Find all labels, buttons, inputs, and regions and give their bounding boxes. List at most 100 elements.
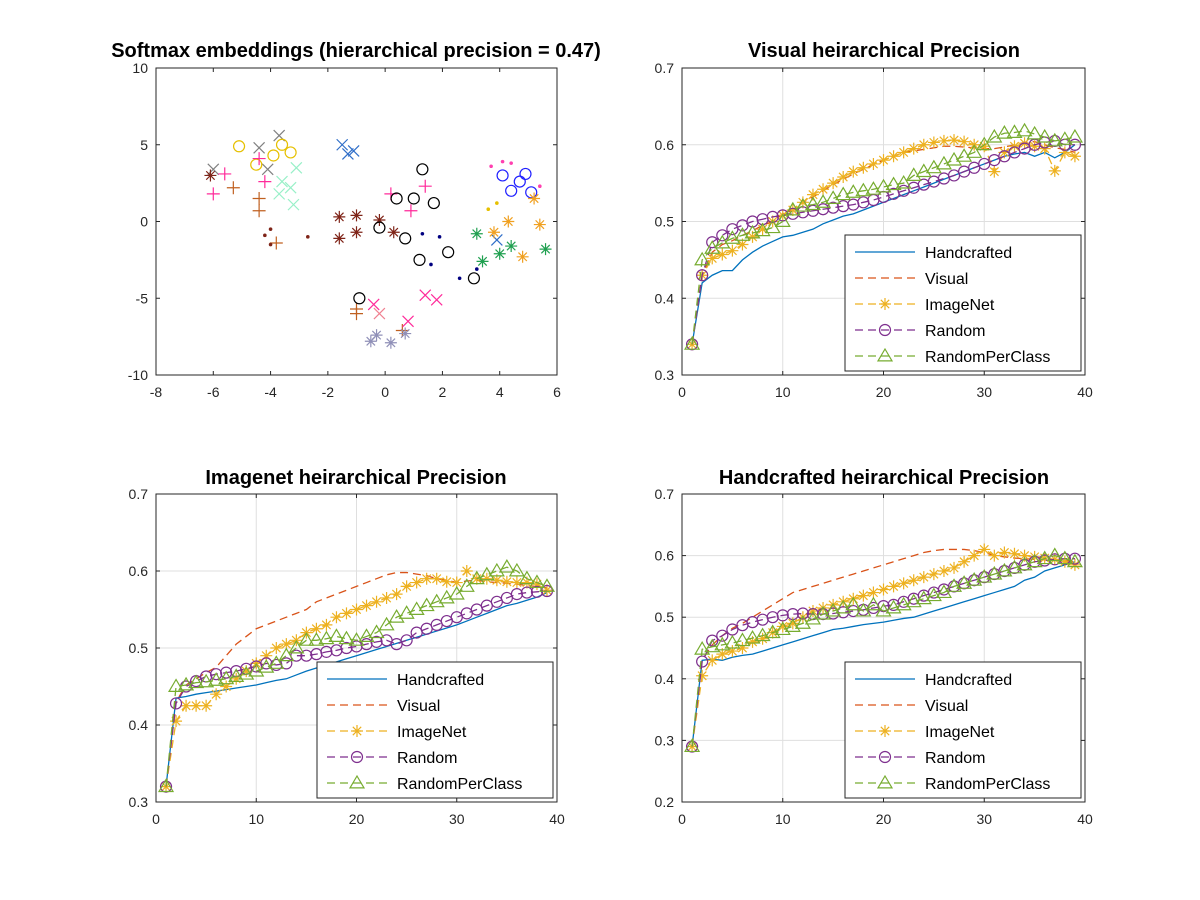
data-point: [180, 699, 193, 712]
scatter-point: [306, 235, 310, 239]
data-point: [696, 655, 709, 668]
scatter-point: [373, 213, 386, 226]
scatter-point: [268, 242, 273, 247]
data-point: [170, 715, 183, 728]
data-point: [460, 565, 473, 577]
data-point: [420, 572, 433, 585]
data-point: [804, 196, 822, 211]
data-point: [996, 125, 1013, 139]
legend-label: Handcrafted: [925, 245, 1012, 262]
data-point: [976, 568, 993, 583]
data-point: [784, 618, 801, 632]
data-point: [998, 146, 1011, 159]
legend-marker: [879, 298, 891, 310]
data-point: [945, 151, 963, 166]
y-tick-label: 0.4: [129, 717, 149, 733]
scatter-point: [467, 272, 481, 285]
data-point: [978, 543, 991, 556]
scatter-point: [470, 227, 483, 240]
data-point: [1068, 150, 1081, 163]
data-point: [724, 230, 741, 244]
data-point: [825, 190, 842, 204]
data-point: [1006, 124, 1023, 138]
scatter-point: [252, 204, 266, 218]
scatter-point: [333, 232, 346, 245]
data-point: [716, 229, 729, 242]
y-tick-label: 0.7: [655, 60, 675, 76]
chart-title: Imagenet heirarchical Precision: [205, 467, 506, 489]
data-point: [248, 662, 265, 677]
legend-label: RandomPerClass: [925, 349, 1050, 366]
data-point: [988, 165, 1001, 178]
y-tick-label: 0.4: [655, 290, 675, 306]
data-point: [845, 184, 862, 198]
data-point: [220, 666, 233, 679]
data-point: [508, 562, 525, 577]
scatter-point: [533, 218, 546, 231]
scatter-point: [402, 315, 414, 328]
data-point: [714, 636, 731, 651]
data-point: [440, 575, 453, 588]
data-point: [905, 593, 922, 608]
scatter-point: [347, 144, 360, 157]
legend-marker: [878, 323, 892, 337]
x-tick-label: -6: [207, 384, 220, 400]
data-point: [855, 182, 872, 197]
scatter-point: [502, 215, 515, 228]
data-point: [756, 632, 769, 645]
data-point: [736, 642, 749, 654]
data-point: [915, 590, 932, 605]
imagenet-precision-panel: Imagenet heirarchical Precision 0 10 20 30 4…: [129, 467, 565, 827]
scatter-point: [267, 149, 280, 162]
data-point: [867, 157, 880, 170]
data-point: [835, 186, 852, 201]
data-point: [1008, 140, 1021, 153]
x-tick-label: 0: [678, 811, 686, 827]
data-point: [726, 244, 739, 257]
data-point: [815, 605, 832, 620]
data-point: [915, 163, 932, 178]
data-point: [518, 570, 535, 585]
scatter-point: [370, 329, 383, 342]
scatter-point: [287, 198, 300, 211]
data-point: [857, 589, 870, 602]
scatter-point: [258, 175, 272, 189]
data-point: [400, 634, 413, 647]
data-point: [1038, 142, 1051, 155]
legend-label: Visual: [925, 271, 968, 288]
data-point: [988, 549, 1001, 562]
data-point: [815, 194, 832, 208]
data-point: [358, 628, 375, 642]
data-point: [774, 213, 791, 227]
scatter-point: [252, 152, 266, 166]
data-point: [1066, 553, 1083, 568]
scatter-point: [373, 221, 386, 234]
data-point: [776, 620, 789, 633]
scatter-point: [284, 181, 297, 194]
data-point: [398, 605, 415, 619]
data-point: [240, 665, 253, 678]
scatter-point: [226, 181, 240, 195]
y-tick-label: 0.3: [655, 367, 675, 383]
scatter-point: [373, 307, 386, 320]
data-point: [328, 628, 345, 642]
y-tick-label: 0.7: [129, 486, 149, 502]
data-point: [744, 224, 761, 239]
scatter-point: [505, 240, 518, 253]
data-point: [978, 140, 991, 153]
data-point: [260, 649, 273, 662]
data-point: [408, 601, 425, 615]
scatter-point: [427, 196, 440, 210]
data-point: [340, 641, 353, 655]
data-point: [510, 587, 524, 601]
data-point: [774, 621, 791, 636]
data-point: [1036, 128, 1053, 143]
y-tick-label: 5: [140, 137, 148, 153]
data-point: [320, 618, 333, 631]
data-point: [706, 236, 719, 249]
scatter-point: [333, 210, 346, 223]
scatter-point: [390, 192, 403, 205]
data-point: [320, 645, 333, 658]
data-point: [917, 138, 930, 151]
data-point: [410, 576, 423, 589]
